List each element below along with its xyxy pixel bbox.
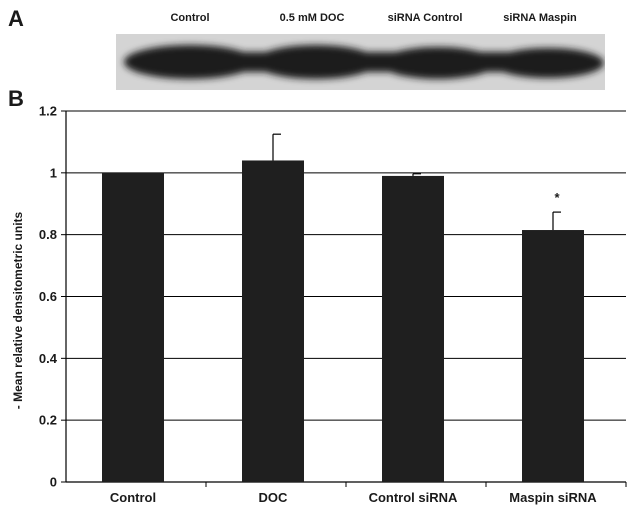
panel-b-label: B: [8, 86, 24, 111]
bar-2: [382, 175, 444, 483]
x-tick-label-0: Control: [110, 490, 156, 505]
blot-bands: [116, 34, 605, 90]
y-tick-label-2: 0.4: [39, 351, 58, 366]
bar-0: [102, 172, 164, 483]
western-blot-image: [116, 34, 605, 90]
significance-marker-0: *: [554, 190, 560, 205]
y-tick-label-6: 1.2: [39, 104, 57, 119]
bar-3: [522, 230, 584, 482]
x-tick-label-2: Control siRNA: [369, 490, 458, 505]
y-tick-label-0: 0: [50, 475, 57, 490]
blot-lane-label-doc: 0.5 mM DOC: [279, 12, 345, 24]
x-tick-label-3: Maspin siRNA: [509, 490, 597, 505]
x-tick-label-1: DOC: [259, 490, 289, 505]
y-tick-label-3: 0.6: [39, 289, 57, 304]
bar-1: [242, 160, 304, 482]
blot-lane-label-control: Control: [170, 12, 210, 24]
blot-lane-label-sirna-maspin: siRNA Maspin: [503, 12, 577, 24]
panel-a-label: A: [8, 6, 24, 31]
y-tick-label-4: 0.8: [39, 227, 57, 242]
blot-lane-label-sirna-control: siRNA Control: [387, 12, 463, 24]
y-tick-label-1: 0.2: [39, 413, 57, 428]
y-tick-label-5: 1: [50, 165, 57, 180]
y-axis-label: - Mean relative densitometric units: [11, 211, 25, 409]
